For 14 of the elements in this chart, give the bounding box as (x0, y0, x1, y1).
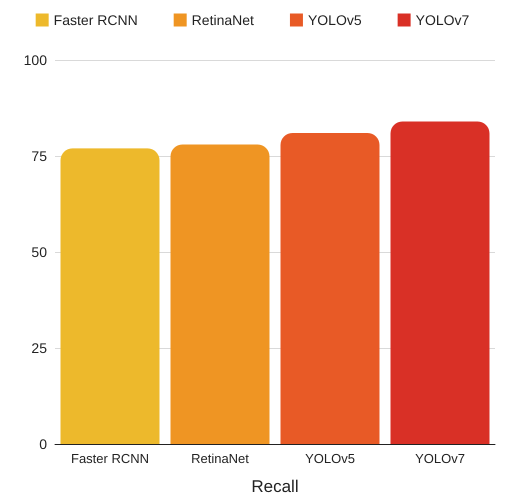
legend-label: YOLOv7 (416, 12, 470, 28)
x-tick-label: YOLOv5 (305, 451, 355, 466)
legend-label: RetinaNet (192, 12, 254, 28)
y-tick-label: 25 (31, 340, 48, 356)
y-tick-label: 0 (39, 436, 48, 452)
x-tick-label: RetinaNet (191, 451, 250, 466)
legend-label: YOLOv5 (308, 12, 362, 28)
x-tick-label: Faster RCNN (70, 451, 150, 466)
y-tick-label: 50 (31, 244, 48, 260)
x-axis-title: Recall (251, 477, 299, 496)
y-tick-label: 100 (24, 52, 48, 68)
y-tick-label: 75 (31, 148, 48, 164)
legend-label: Faster RCNN (54, 12, 138, 28)
x-tick-label: YOLOv7 (415, 451, 465, 466)
